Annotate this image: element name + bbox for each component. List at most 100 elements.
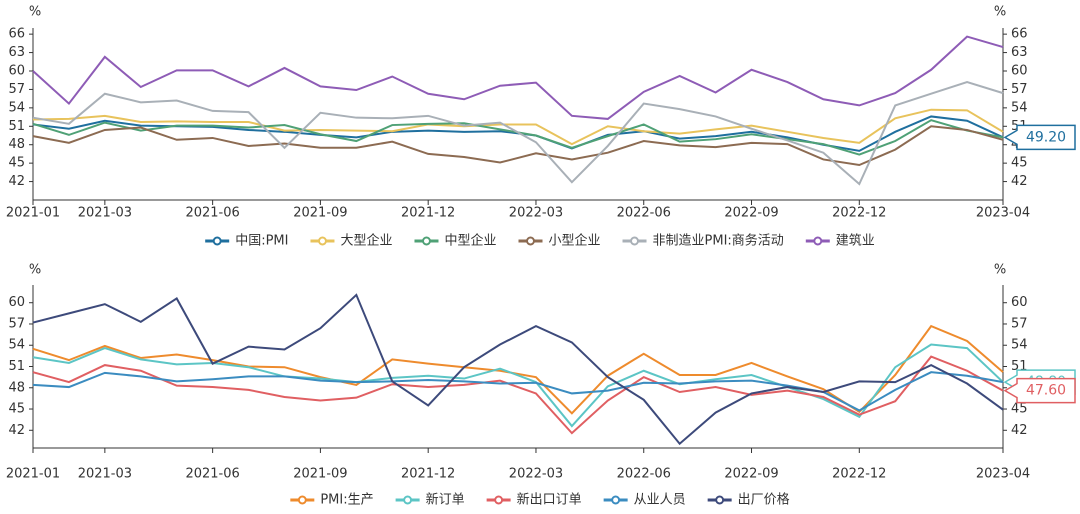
series-line bbox=[32, 108, 1004, 146]
legend-dot bbox=[421, 236, 431, 246]
legend-item: 新订单 bbox=[395, 492, 465, 508]
x-tick-label: 2022-12 bbox=[832, 467, 886, 482]
y-tick-label: 42 bbox=[8, 423, 25, 438]
legend-dot bbox=[813, 236, 823, 246]
y-tick-label: 42 bbox=[8, 174, 25, 189]
legend-item: 建筑业 bbox=[805, 233, 875, 249]
legend-item: 小型企业 bbox=[518, 233, 601, 249]
legend-item: 大型企业 bbox=[310, 233, 392, 249]
y2-tick-label: 42 bbox=[1011, 174, 1028, 189]
y2-unit: % bbox=[994, 5, 1006, 20]
legend-label: PMI:生产 bbox=[320, 493, 373, 508]
series-line bbox=[32, 125, 1004, 167]
end-label: 49.20 bbox=[1026, 129, 1066, 145]
legend: 中国:PMI 大型企业 中型企业 小型企业 非制造业PMI:商务活动 建筑业 bbox=[205, 233, 875, 249]
x-tick-label: 2022-12 bbox=[832, 206, 886, 221]
x-tick-label: 2021-09 bbox=[293, 206, 347, 221]
legend-label: 从业人员 bbox=[634, 493, 686, 508]
y-tick-label: 60 bbox=[8, 64, 25, 79]
y-unit: % bbox=[29, 263, 41, 278]
y2-tick-label: 54 bbox=[1011, 338, 1028, 353]
legend-item: PMI:生产 bbox=[290, 493, 374, 508]
series-line bbox=[32, 371, 1004, 412]
x-tick-label: 2023-04 bbox=[976, 467, 1030, 482]
legend-label: 中国:PMI bbox=[235, 234, 288, 249]
x-tick-label: 2021-01 bbox=[6, 206, 60, 221]
legend-dot bbox=[715, 495, 725, 505]
x-tick-label: 2021-01 bbox=[6, 467, 60, 482]
legend-dot bbox=[297, 495, 307, 505]
y-tick-label: 45 bbox=[8, 156, 25, 171]
end-label-box bbox=[1003, 377, 1076, 404]
legend-label: 建筑业 bbox=[836, 233, 875, 249]
legend-dot bbox=[611, 495, 621, 505]
x-tick-label: 2021-03 bbox=[78, 467, 132, 482]
x-tick-label: 2022-09 bbox=[724, 206, 778, 221]
series-line bbox=[32, 324, 1004, 415]
series-line bbox=[32, 81, 1004, 186]
series-line bbox=[32, 355, 1004, 435]
end-label-box bbox=[1003, 124, 1076, 151]
x-tick-label: 2021-12 bbox=[401, 467, 455, 482]
x-tick-label: 2023-04 bbox=[976, 206, 1030, 221]
y-tick-label: 48 bbox=[8, 380, 25, 395]
legend-dot bbox=[494, 495, 504, 505]
legend-item: 出厂价格 bbox=[707, 492, 790, 508]
legend-label: 出厂价格 bbox=[738, 492, 790, 508]
legend-dot bbox=[403, 495, 413, 505]
y-tick-label: 45 bbox=[8, 402, 25, 417]
legend-dot bbox=[526, 236, 535, 246]
y-tick-label: 51 bbox=[8, 119, 25, 134]
y-tick-label: 60 bbox=[8, 295, 25, 310]
legend-dot bbox=[317, 236, 327, 246]
series-line bbox=[32, 293, 1004, 446]
legend-label: 非制造业PMI:商务活动 bbox=[653, 233, 784, 249]
series-line bbox=[32, 35, 1004, 120]
legend: PMI:生产 新订单 新出口订单 从业人员 出厂价格 bbox=[290, 492, 790, 508]
y2-tick-label: 63 bbox=[1011, 45, 1028, 60]
x-tick-label: 2022-03 bbox=[509, 467, 563, 482]
x-tick-label: 2021-09 bbox=[293, 467, 347, 482]
y-tick-label: 54 bbox=[8, 338, 25, 353]
x-tick-label: 2022-09 bbox=[724, 467, 778, 482]
y-tick-label: 57 bbox=[8, 82, 25, 97]
y2-unit: % bbox=[994, 263, 1006, 278]
end-label: 47.60 bbox=[1026, 383, 1066, 399]
y2-tick-label: 42 bbox=[1011, 423, 1028, 438]
x-tick-label: 2021-12 bbox=[401, 206, 455, 221]
legend-dot bbox=[212, 236, 222, 246]
legend-dot bbox=[630, 236, 640, 246]
y-tick-label: 51 bbox=[8, 359, 25, 374]
legend-label: 中型企业 bbox=[444, 233, 496, 249]
legend-item: 从业人员 bbox=[603, 493, 686, 508]
y2-tick-label: 66 bbox=[1011, 27, 1028, 42]
y2-tick-label: 57 bbox=[1011, 82, 1028, 97]
series-line bbox=[32, 343, 1004, 428]
legend-item: 非制造业PMI:商务活动 bbox=[622, 233, 784, 249]
legend-label: 新出口订单 bbox=[517, 492, 582, 508]
legend-label: 新订单 bbox=[426, 492, 465, 508]
y-tick-label: 57 bbox=[8, 316, 25, 331]
x-tick-label: 2022-06 bbox=[617, 467, 671, 482]
y-tick-label: 48 bbox=[8, 137, 25, 152]
y2-tick-label: 54 bbox=[1011, 100, 1028, 115]
legend-label: 小型企业 bbox=[549, 233, 601, 249]
y-tick-label: 54 bbox=[8, 100, 25, 115]
x-tick-label: 2022-03 bbox=[509, 206, 563, 221]
y2-tick-label: 57 bbox=[1011, 316, 1028, 331]
y2-tick-label: 60 bbox=[1011, 295, 1028, 310]
y2-tick-label: 45 bbox=[1011, 402, 1028, 417]
x-tick-label: 2021-03 bbox=[78, 206, 132, 221]
legend-item: 中国:PMI bbox=[205, 234, 288, 249]
y-tick-label: 66 bbox=[8, 27, 25, 42]
legend-item: 新出口订单 bbox=[486, 492, 582, 508]
y2-tick-label: 45 bbox=[1011, 156, 1028, 171]
legend-item: 中型企业 bbox=[414, 233, 497, 249]
y2-tick-label: 60 bbox=[1011, 64, 1028, 79]
x-tick-label: 2021-06 bbox=[185, 206, 239, 221]
y-tick-label: 63 bbox=[8, 45, 25, 60]
x-tick-label: 2021-06 bbox=[185, 467, 239, 482]
y-unit: % bbox=[29, 5, 41, 20]
x-tick-label: 2022-06 bbox=[617, 206, 671, 221]
